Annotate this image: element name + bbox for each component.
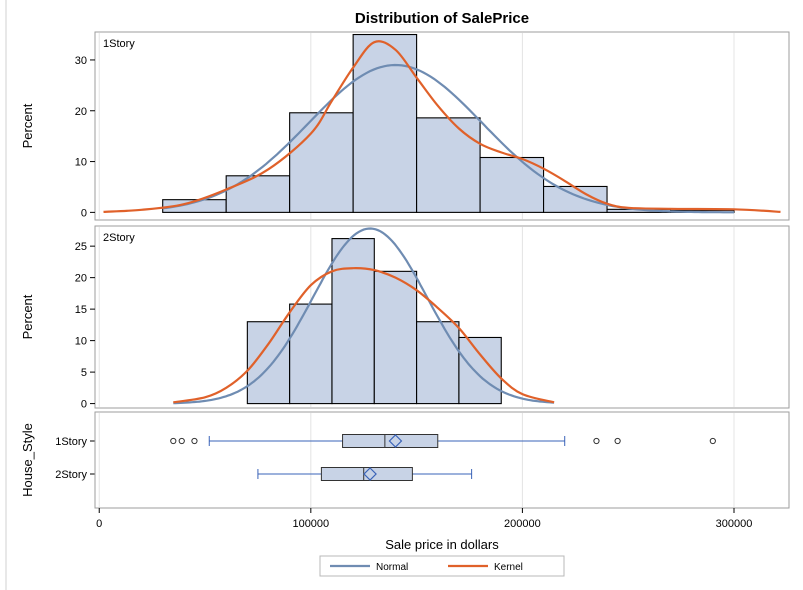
legend-label-kernel: Kernel bbox=[494, 562, 523, 573]
panel-frame bbox=[94, 225, 790, 409]
panel-frame bbox=[94, 411, 790, 509]
legend-frame bbox=[319, 555, 565, 577]
panels-layer: 1Story 0 10 20 30 Percent 2Story 0 5 10 15 20 25 Perc… bbox=[20, 31, 790, 530]
legend-label-normal: Normal bbox=[376, 562, 408, 573]
histogram-bar bbox=[352, 33, 418, 213]
kernel-curve bbox=[103, 40, 781, 213]
y-tick-label: 0 bbox=[81, 207, 87, 219]
boxplot-row-2Story: 2Story bbox=[55, 467, 473, 481]
histogram-bar bbox=[479, 156, 545, 213]
normal-curve bbox=[173, 227, 555, 405]
y-axis-label: Percent bbox=[20, 103, 35, 148]
histogram-bar bbox=[416, 117, 481, 213]
outlier-point bbox=[593, 437, 600, 445]
box-iqr bbox=[320, 467, 413, 481]
outlier-point bbox=[709, 437, 716, 445]
histogram-bar bbox=[416, 321, 460, 405]
panel-label: 1Story bbox=[103, 38, 135, 50]
x-tick-label: 200000 bbox=[504, 518, 541, 530]
y-tick-label: 20 bbox=[75, 273, 87, 285]
y-axis-label: House_Style bbox=[20, 423, 35, 497]
outlier-point bbox=[614, 437, 621, 445]
panel-label: 2Story bbox=[103, 232, 135, 244]
y-tick-label: 20 bbox=[75, 106, 87, 118]
x-tick-label: 100000 bbox=[292, 518, 329, 530]
histogram-panel-1Story: 1Story 0 10 20 30 Percent bbox=[20, 31, 790, 221]
kernel-curve bbox=[173, 267, 555, 404]
outlier-point bbox=[178, 437, 185, 445]
histogram-panel-2Story: 2Story 0 5 10 15 20 25 Percent bbox=[20, 225, 790, 411]
outlier-point bbox=[191, 437, 198, 445]
category-label: 1Story bbox=[55, 436, 87, 448]
normal-curve bbox=[162, 63, 734, 214]
y-tick-label: 0 bbox=[81, 399, 87, 411]
x-tick-label: 300000 bbox=[716, 518, 753, 530]
y-tick-label: 5 bbox=[81, 367, 87, 379]
mean-diamond bbox=[363, 467, 377, 481]
y-tick-label: 10 bbox=[75, 336, 87, 348]
legend: Normal Kernel bbox=[319, 555, 565, 577]
y-tick-label: 25 bbox=[75, 241, 87, 253]
boxplot-panel: 1Story 2Story House_Style bbox=[20, 411, 790, 509]
panel-frame bbox=[94, 31, 790, 221]
chart-title: Distribution of SalePrice bbox=[355, 10, 529, 27]
histogram-bar bbox=[289, 303, 333, 405]
y-tick-label: 10 bbox=[75, 157, 87, 169]
x-axis-label: Sale price in dollars bbox=[385, 537, 499, 552]
histogram-bar bbox=[331, 238, 375, 405]
x-tick-label: 0 bbox=[96, 518, 102, 530]
mean-diamond bbox=[388, 434, 403, 448]
y-tick-label: 15 bbox=[75, 304, 87, 316]
histogram-bar bbox=[373, 270, 418, 405]
y-tick-label: 30 bbox=[75, 55, 87, 67]
y-axis-label: Percent bbox=[20, 294, 35, 339]
histogram-bar bbox=[225, 175, 291, 213]
outlier-point bbox=[170, 437, 177, 445]
category-label: 2Story bbox=[55, 469, 87, 481]
histogram-bar bbox=[289, 112, 354, 213]
boxplot-row-1Story: 1Story bbox=[55, 434, 716, 448]
